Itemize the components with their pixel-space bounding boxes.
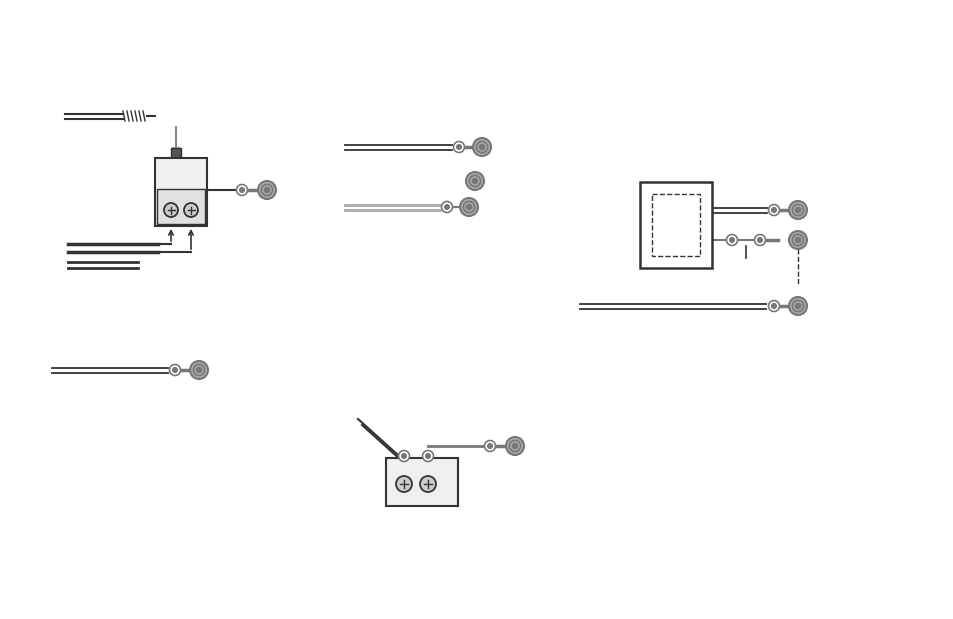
Circle shape bbox=[453, 142, 464, 152]
Circle shape bbox=[164, 203, 178, 217]
Circle shape bbox=[172, 368, 177, 373]
Circle shape bbox=[422, 451, 433, 462]
Circle shape bbox=[456, 144, 461, 149]
Circle shape bbox=[459, 198, 477, 216]
Circle shape bbox=[795, 207, 800, 213]
Circle shape bbox=[795, 237, 800, 243]
Circle shape bbox=[264, 188, 270, 193]
Circle shape bbox=[788, 201, 806, 219]
Circle shape bbox=[768, 204, 779, 215]
Circle shape bbox=[487, 444, 492, 449]
Circle shape bbox=[505, 437, 523, 455]
Circle shape bbox=[771, 207, 776, 212]
Circle shape bbox=[196, 367, 201, 373]
Circle shape bbox=[465, 172, 483, 190]
Circle shape bbox=[726, 235, 737, 246]
Bar bbox=[639, 182, 711, 268]
Circle shape bbox=[401, 454, 406, 459]
Circle shape bbox=[771, 303, 776, 308]
Circle shape bbox=[768, 300, 779, 311]
Circle shape bbox=[754, 235, 764, 246]
Circle shape bbox=[466, 204, 471, 210]
Circle shape bbox=[398, 451, 409, 462]
Circle shape bbox=[729, 238, 734, 243]
Bar bbox=[171, 148, 181, 158]
Circle shape bbox=[419, 476, 436, 492]
Circle shape bbox=[757, 238, 761, 243]
Circle shape bbox=[478, 144, 484, 150]
Circle shape bbox=[472, 178, 477, 184]
Circle shape bbox=[395, 476, 412, 492]
Circle shape bbox=[170, 365, 180, 376]
Circle shape bbox=[484, 441, 495, 451]
Circle shape bbox=[441, 202, 452, 212]
Circle shape bbox=[239, 188, 244, 193]
Circle shape bbox=[788, 231, 806, 249]
Circle shape bbox=[788, 297, 806, 315]
Circle shape bbox=[444, 204, 449, 209]
Bar bbox=[157, 189, 205, 224]
Circle shape bbox=[184, 203, 198, 217]
Circle shape bbox=[257, 181, 275, 199]
Bar bbox=[651, 194, 700, 256]
Circle shape bbox=[795, 303, 800, 309]
Circle shape bbox=[190, 361, 208, 379]
Circle shape bbox=[512, 443, 517, 449]
Circle shape bbox=[236, 184, 247, 196]
Bar bbox=[386, 458, 457, 506]
Circle shape bbox=[473, 138, 491, 156]
Circle shape bbox=[425, 454, 430, 459]
Bar bbox=[154, 158, 207, 226]
